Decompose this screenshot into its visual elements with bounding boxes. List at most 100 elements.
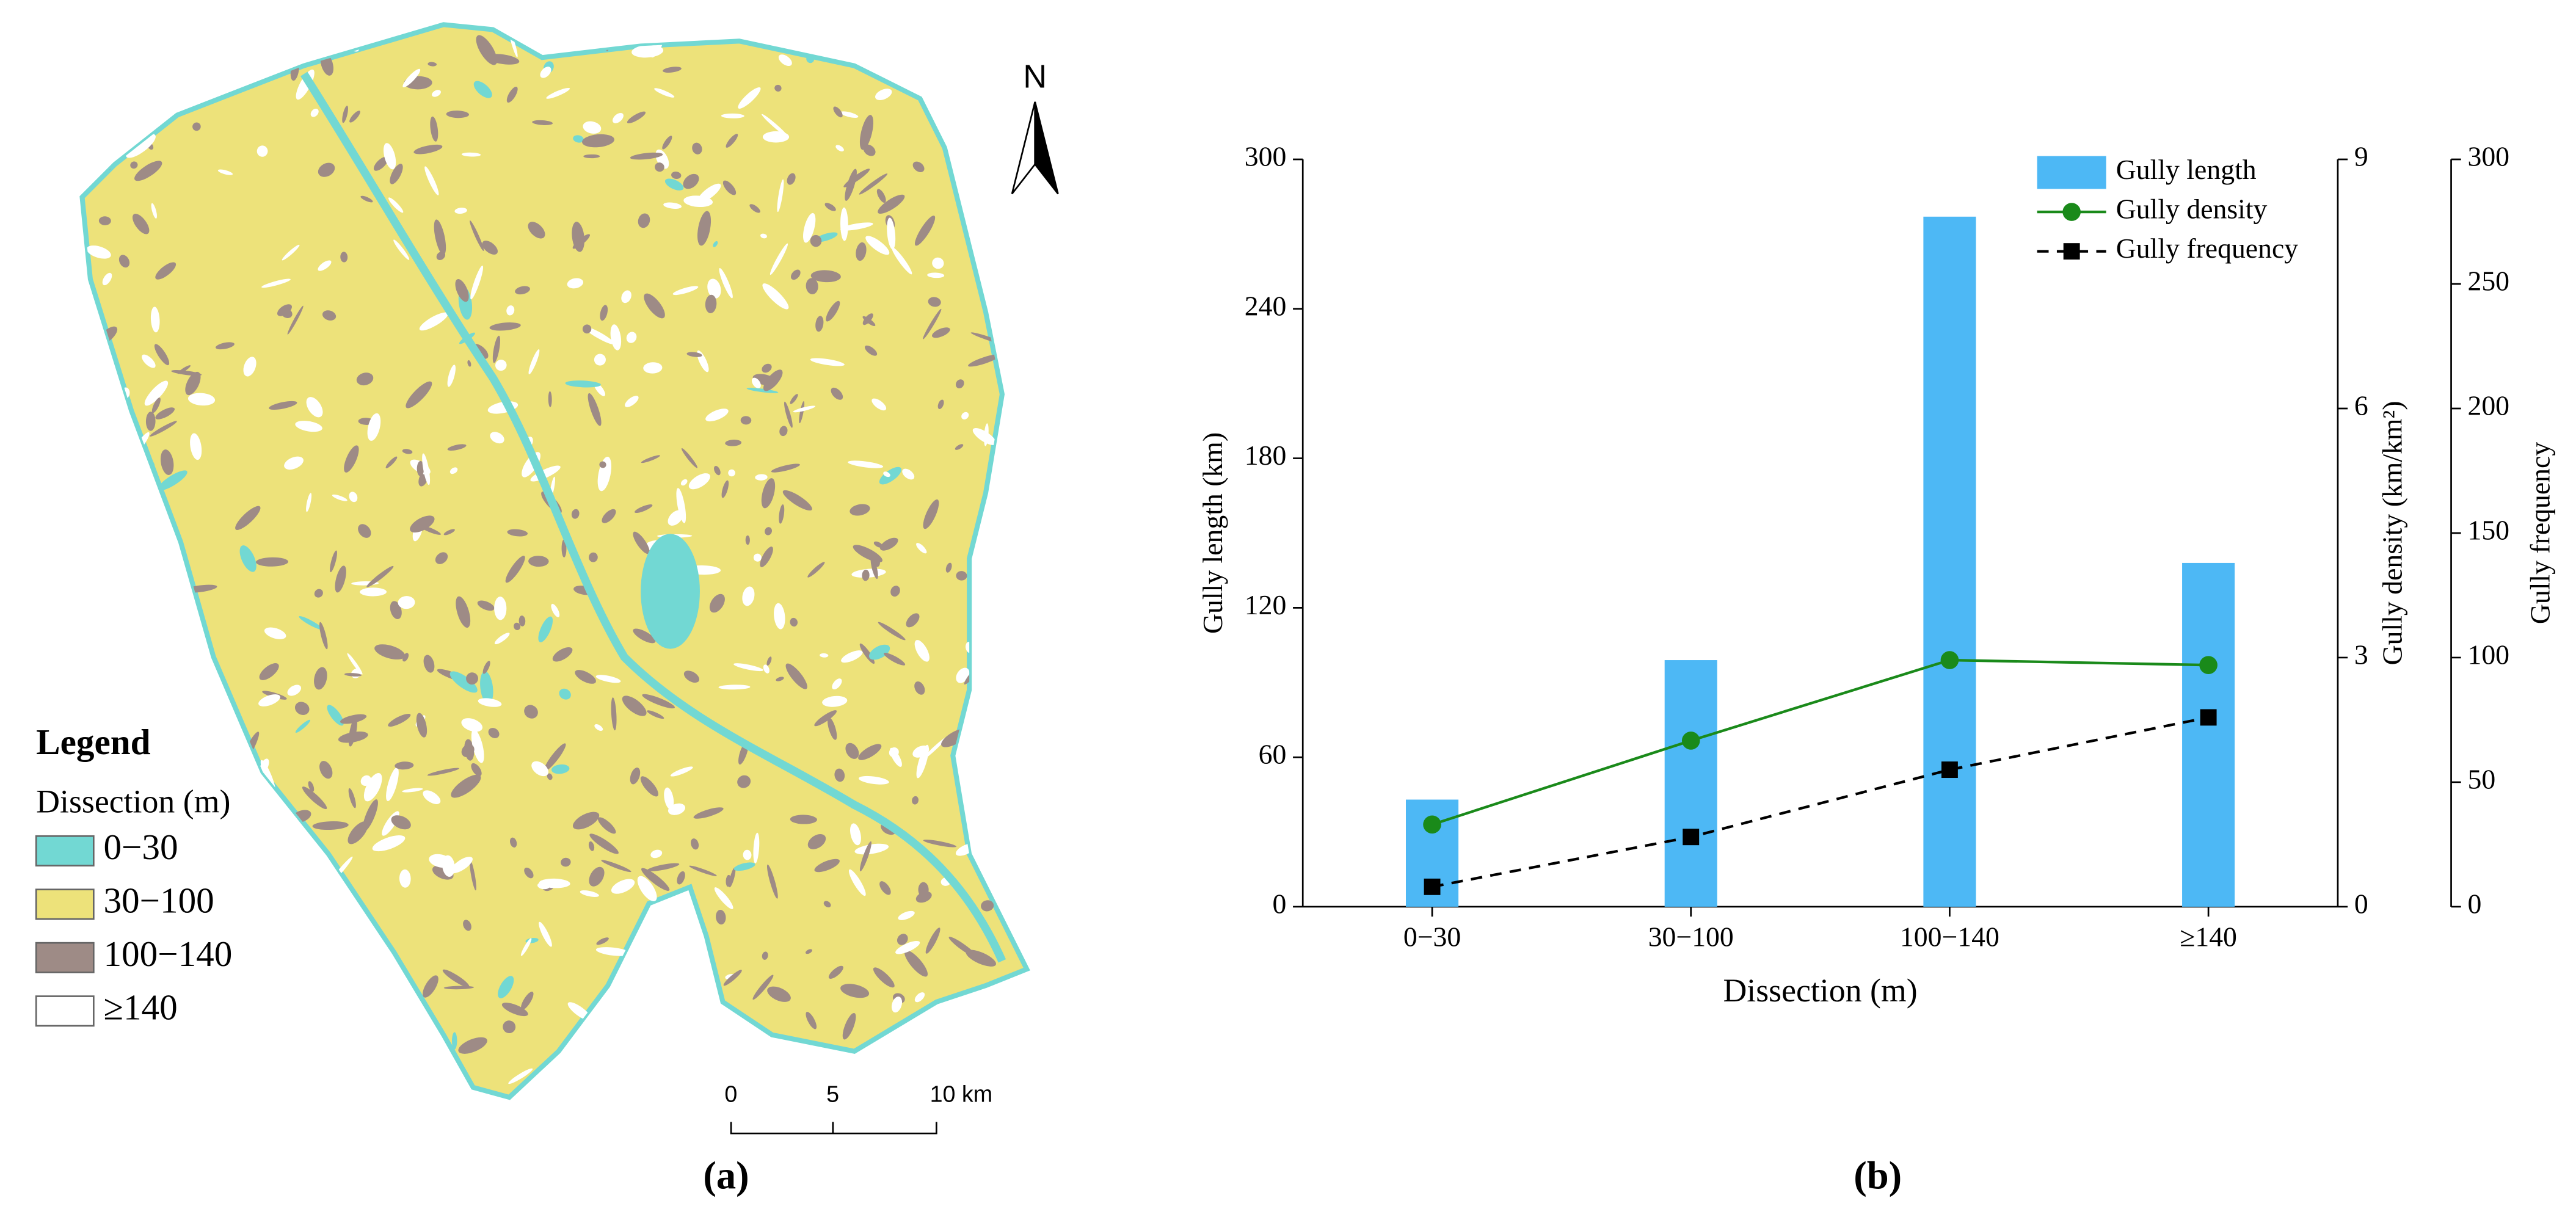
map-patch — [902, 468, 915, 480]
map-patch — [713, 241, 718, 247]
map-patch — [539, 878, 570, 888]
map-patch — [233, 828, 251, 852]
map-patch — [360, 195, 373, 203]
map-patch — [654, 88, 675, 98]
map-patch — [383, 143, 396, 170]
tick-label: 300 — [2467, 140, 2509, 172]
map-patch — [269, 401, 297, 410]
map-patch — [551, 764, 570, 774]
map-patch — [319, 622, 328, 650]
map-patch — [482, 241, 498, 255]
tick-label: 0 — [2467, 888, 2481, 919]
map-patch — [647, 1048, 661, 1082]
map-patch — [878, 622, 906, 641]
map-patch — [961, 412, 969, 419]
map-patch — [916, 744, 929, 779]
map-patch — [740, 416, 752, 425]
map-patch — [610, 324, 622, 350]
map-patch — [834, 768, 845, 782]
map-patch — [532, 120, 553, 125]
map-patch — [746, 388, 779, 393]
map-patch — [302, 786, 327, 810]
map-patch — [688, 473, 710, 490]
map-patch — [672, 286, 699, 296]
map-patch — [237, 750, 247, 778]
map-patch — [923, 840, 957, 848]
map-patch — [494, 597, 507, 620]
map-patch — [186, 736, 202, 750]
map-patch — [904, 950, 928, 977]
map-patch — [602, 509, 616, 523]
map-patch — [820, 653, 829, 658]
legend-label: Gully frequency — [2116, 233, 2298, 264]
map-patch — [774, 84, 782, 92]
map-patch — [932, 327, 950, 338]
map-patch — [137, 52, 153, 66]
map-patch — [871, 398, 887, 411]
map-patch — [777, 179, 784, 212]
map-patch — [664, 1065, 694, 1078]
map-patch — [561, 857, 571, 867]
map-patch — [691, 838, 699, 850]
map-patch — [187, 393, 216, 406]
map-patch — [654, 919, 687, 933]
x-tick-label: 30−100 — [1648, 921, 1734, 952]
point — [2199, 656, 2218, 675]
map-patch — [211, 738, 222, 750]
map-patch — [863, 144, 876, 156]
map-patch — [753, 832, 760, 864]
map-patch — [981, 900, 994, 912]
map-patch — [859, 115, 874, 150]
map-patch — [901, 76, 926, 84]
map-patch — [824, 203, 836, 211]
map-patch — [112, 579, 134, 587]
map-patch — [705, 408, 729, 422]
map-patch — [320, 964, 336, 974]
map-patch — [918, 882, 929, 898]
map-patch — [589, 833, 619, 854]
map-patch — [642, 694, 675, 709]
point — [1683, 829, 1700, 846]
map-patch — [360, 587, 387, 597]
map-patch — [539, 921, 552, 947]
map-patch — [281, 1033, 294, 1058]
map-patch — [955, 379, 964, 389]
map-patch — [605, 1001, 616, 1012]
map-patch — [842, 1012, 856, 1040]
map-patch — [640, 776, 658, 797]
map-patch — [597, 817, 616, 834]
map-patch — [129, 74, 139, 84]
map-patch — [132, 214, 150, 234]
map-patch — [449, 671, 478, 693]
map-patch — [806, 278, 818, 294]
map-patch — [641, 1073, 648, 1082]
map-patch — [567, 278, 584, 289]
map-patch — [153, 640, 167, 653]
map-patch — [126, 711, 153, 722]
map-patch — [760, 233, 767, 239]
scale-label: 10 km — [930, 1081, 993, 1106]
map-patch — [182, 1025, 217, 1035]
map-patch — [142, 354, 156, 368]
map-patch — [683, 670, 700, 683]
map-patch — [430, 116, 438, 142]
tick-label: 50 — [2467, 763, 2495, 794]
map-patch — [689, 865, 717, 876]
map-patch — [447, 365, 456, 387]
map-patch — [891, 997, 903, 1013]
map-patch — [749, 204, 760, 213]
map-patch — [938, 1015, 954, 1025]
map-patch — [114, 643, 129, 652]
map-patch — [966, 949, 996, 967]
map-patch — [489, 322, 521, 331]
map-patch — [406, 381, 432, 408]
map-patch — [914, 640, 930, 662]
map-patch — [417, 460, 424, 476]
map-patch — [145, 412, 156, 431]
map-patch — [461, 718, 483, 732]
bar — [1923, 216, 1976, 907]
map-patch — [151, 398, 161, 413]
map-patch — [595, 675, 621, 683]
map-patch — [264, 627, 286, 639]
map-patch — [451, 774, 481, 798]
